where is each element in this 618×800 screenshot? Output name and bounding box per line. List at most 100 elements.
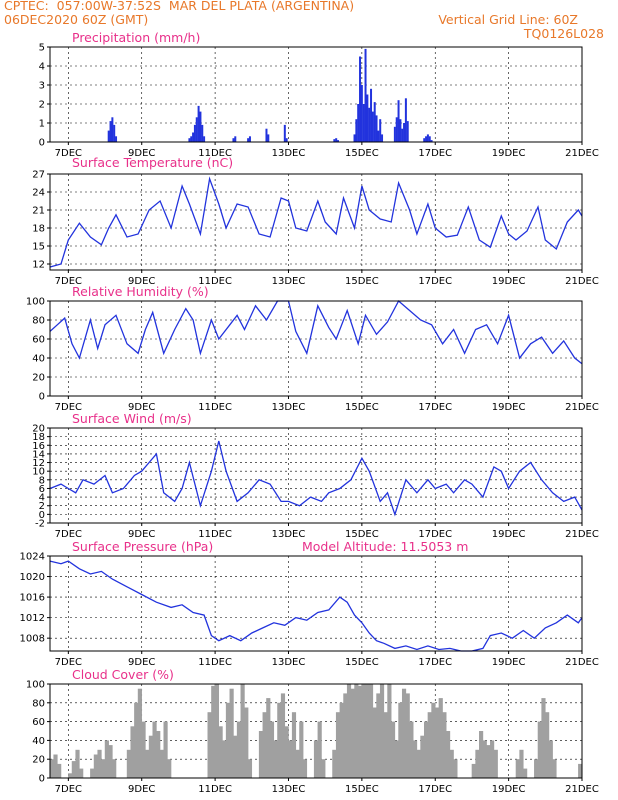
precipitation-bar xyxy=(197,105,200,142)
relative-humidity-xtick-label: 21DEC xyxy=(565,402,599,413)
cloud-cover-bar xyxy=(434,707,440,778)
cloud-cover-bar xyxy=(49,759,54,778)
cloud-cover-bar xyxy=(240,684,245,778)
cloud-cover-bar xyxy=(427,712,432,778)
relative-humidity-ytick-label: 100 xyxy=(26,297,45,308)
cloud-cover-bar xyxy=(401,688,407,778)
header-station: CPTEC: 057:00W-37:52S MAR DEL PLATA (ARG… xyxy=(4,0,355,13)
surface-pressure-ytick-label: 1016 xyxy=(20,593,45,604)
precipitation-bar xyxy=(190,136,193,142)
cloud-cover-bar xyxy=(431,702,436,778)
cloud-cover-bar xyxy=(578,763,583,778)
precipitation-bar xyxy=(337,140,340,142)
surface-temperature-ytick-label: 21 xyxy=(32,206,45,217)
surface-pressure-title: Surface Pressure (hPa) xyxy=(72,539,213,554)
surface-temperature-xtick-label: 7DEC xyxy=(55,276,82,287)
cloud-cover-bar xyxy=(534,759,539,778)
precipitation-bar xyxy=(403,123,406,142)
surface-temperature-ytick-label: 15 xyxy=(32,242,45,253)
relative-humidity-xtick-label: 13DEC xyxy=(272,402,306,413)
cloud-cover-bar xyxy=(332,749,337,778)
precipitation-ytick-label: 3 xyxy=(39,81,45,92)
surface-wind-ytick-label: 14 xyxy=(32,449,45,460)
surface-wind-frame xyxy=(49,427,583,524)
precipitation-bar xyxy=(364,48,367,142)
precipitation-ytick-label: 2 xyxy=(39,100,45,111)
cloud-cover-bar xyxy=(317,721,322,778)
surface-temperature-xtick-label: 17DEC xyxy=(418,276,452,287)
cloud-cover-bar xyxy=(445,731,451,778)
cloud-cover-ytick-label: 60 xyxy=(32,717,45,728)
precipitation-bar xyxy=(371,111,374,142)
cloud-cover-bar xyxy=(438,698,443,778)
cloud-cover-bar xyxy=(471,763,476,778)
cloud-cover-title: Cloud Cover (%) xyxy=(72,667,174,682)
cloud-cover-bar xyxy=(405,693,410,778)
cloud-cover-bar xyxy=(387,684,392,778)
cloud-cover-bar xyxy=(247,759,253,778)
cloud-cover-bar xyxy=(229,688,234,778)
cloud-cover-xtick-label: 17DEC xyxy=(418,784,452,795)
surface-temperature-title: Surface Temperature (nC) xyxy=(72,155,233,170)
cloud-cover-bar xyxy=(541,698,546,778)
precipitation-xtick-label: 19DEC xyxy=(492,148,526,159)
surface-wind-ytick-label: 16 xyxy=(32,441,45,452)
surface-wind-xtick-label: 15DEC xyxy=(345,529,379,540)
cloud-cover-bar xyxy=(302,759,308,778)
header-vertical-grid: Vertical Grid Line: 60Z xyxy=(438,12,578,27)
surface-wind-ytick-label: 8 xyxy=(39,475,45,486)
surface-wind-ytick-label: 6 xyxy=(39,484,45,495)
cloud-cover-bar xyxy=(321,759,326,778)
precipitation-bar xyxy=(333,139,336,142)
cloud-cover-bar xyxy=(244,707,249,778)
cloud-cover-bar xyxy=(479,731,484,778)
precipitation-xtick-label: 13DEC xyxy=(272,148,306,159)
relative-humidity-xtick-label: 7DEC xyxy=(55,402,82,413)
cloud-cover-xtick-label: 19DEC xyxy=(492,784,526,795)
cloud-cover-xtick-label: 7DEC xyxy=(55,784,82,795)
cloud-cover-bar xyxy=(486,745,491,778)
surface-pressure-panel: 1008 1012 1016 1020 1024 7DEC 9DEC 11DEC 13DEC 15… xyxy=(20,539,599,668)
cloud-cover-bar xyxy=(372,707,377,778)
surface-wind-ytick-label: 0 xyxy=(39,510,45,521)
surface-pressure-xtick-label: 21DEC xyxy=(565,657,599,668)
cloud-cover-ytick-label: 0 xyxy=(39,774,45,785)
precipitation-bar xyxy=(113,124,116,142)
cloud-cover-bar xyxy=(545,712,550,778)
cloud-cover-bar xyxy=(258,731,264,778)
cloud-cover-bar xyxy=(361,684,366,778)
precipitation-bar xyxy=(370,88,373,142)
precipitation-bar xyxy=(265,128,268,142)
surface-wind-xtick-label: 17DEC xyxy=(418,529,452,540)
cloud-cover-bar xyxy=(57,763,62,778)
surface-wind-xtick-label: 7DEC xyxy=(55,529,82,540)
cloud-cover-bar xyxy=(343,693,348,778)
cloud-cover-ytick-label: 20 xyxy=(32,755,45,766)
precipitation-bar xyxy=(335,138,338,142)
cloud-cover-bar xyxy=(350,688,355,778)
precipitation-bar xyxy=(359,56,362,142)
precipitation-bar xyxy=(267,134,270,142)
precipitation-bar xyxy=(199,111,202,142)
cloud-cover-bar xyxy=(523,768,528,778)
cloud-cover-bar xyxy=(218,726,223,778)
cloud-cover-bar xyxy=(68,773,73,778)
cloud-cover-bar xyxy=(266,698,271,778)
precipitation-bar xyxy=(109,121,112,142)
cloud-cover-xtick-label: 13DEC xyxy=(272,784,306,795)
surface-pressure-ytick-label: 1008 xyxy=(20,634,45,645)
surface-temperature-panel: 12 15 18 21 24 27 7DEC 9DEC 11DEC 13DEC 15DEC 17DEC… xyxy=(32,155,599,287)
surface-temperature-xtick-label: 13DEC xyxy=(272,276,306,287)
surface-temperature-frame xyxy=(49,173,583,271)
cloud-cover-bar xyxy=(339,702,344,778)
precipitation-xtick-label: 21DEC xyxy=(565,148,599,159)
precipitation-bar xyxy=(395,117,398,142)
cloud-cover-bar xyxy=(284,726,289,778)
surface-pressure-xtick-label: 11DEC xyxy=(198,657,232,668)
relative-humidity-xtick-label: 19DEC xyxy=(492,402,526,413)
cloud-cover-bar xyxy=(141,721,146,778)
precipitation-bar xyxy=(368,107,371,142)
cloud-cover-bar xyxy=(277,702,282,778)
